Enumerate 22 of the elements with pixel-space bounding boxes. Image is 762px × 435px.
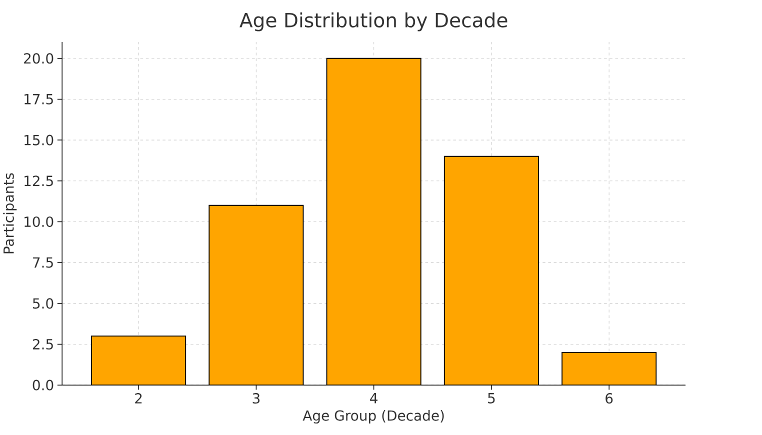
y-tick-label: 10.0 (24, 216, 54, 228)
bar (326, 58, 422, 386)
y-tick-label: 12.5 (24, 176, 53, 186)
chart-title: Age Distribution by Decade (240, 12, 508, 32)
bar (91, 336, 186, 386)
x-axis-title: Age Group (Decade) (302, 410, 444, 424)
x-tick-label: 6 (606, 393, 613, 404)
y-tick-label: 17.5 (24, 94, 53, 105)
x-tick-label: 2 (135, 393, 142, 404)
y-tick-label: 15.0 (24, 134, 54, 146)
y-tick-label: 5.0 (32, 298, 54, 309)
bar (208, 205, 304, 386)
y-tick-label: 2.5 (32, 339, 53, 350)
x-tick-label: 3 (252, 393, 260, 404)
x-tick-label: 4 (370, 393, 378, 404)
y-tick-label: 20.0 (24, 53, 54, 64)
bar (562, 352, 657, 386)
bar (444, 156, 539, 386)
y-tick-label: 0.0 (32, 380, 54, 391)
y-axis-title: Participants (3, 173, 17, 254)
x-tick-label: 5 (488, 393, 495, 404)
y-tick-label: 7.5 (33, 258, 53, 268)
